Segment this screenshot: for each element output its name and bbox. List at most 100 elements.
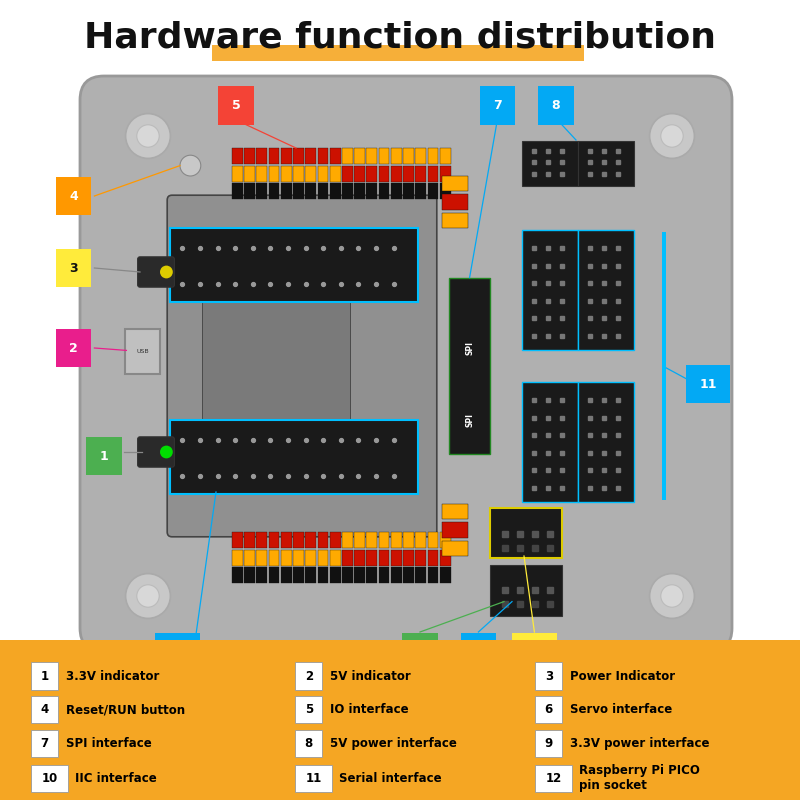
Bar: [391, 550, 402, 566]
Bar: [318, 532, 328, 548]
Bar: [318, 166, 328, 182]
Bar: [378, 183, 390, 199]
Bar: [330, 166, 341, 182]
Bar: [378, 148, 390, 164]
Bar: [281, 166, 292, 182]
Bar: [662, 232, 666, 500]
FancyBboxPatch shape: [155, 633, 200, 671]
Bar: [257, 148, 267, 164]
Circle shape: [137, 125, 159, 147]
Bar: [391, 532, 402, 548]
FancyBboxPatch shape: [31, 765, 68, 792]
Bar: [378, 166, 390, 182]
FancyBboxPatch shape: [31, 662, 58, 690]
FancyBboxPatch shape: [295, 696, 322, 723]
Text: 3.3V power interface: 3.3V power interface: [570, 737, 709, 750]
Bar: [442, 541, 468, 556]
FancyBboxPatch shape: [535, 662, 562, 690]
Bar: [281, 567, 292, 583]
Bar: [257, 567, 267, 583]
FancyBboxPatch shape: [538, 86, 574, 125]
Text: SPI: SPI: [465, 413, 474, 427]
Text: 3: 3: [70, 262, 78, 274]
Bar: [244, 148, 255, 164]
Bar: [257, 550, 267, 566]
Text: 6: 6: [545, 703, 553, 716]
FancyBboxPatch shape: [578, 230, 634, 350]
Bar: [415, 183, 426, 199]
Bar: [354, 166, 365, 182]
Text: 11: 11: [699, 378, 717, 390]
Bar: [232, 567, 242, 583]
Bar: [391, 166, 402, 182]
Bar: [232, 532, 242, 548]
Circle shape: [650, 574, 694, 618]
FancyBboxPatch shape: [512, 633, 557, 671]
Bar: [306, 532, 316, 548]
Text: SPI interface: SPI interface: [66, 737, 151, 750]
FancyBboxPatch shape: [522, 230, 578, 350]
Bar: [318, 550, 328, 566]
Text: 2: 2: [70, 342, 78, 354]
Text: IIC interface: IIC interface: [75, 772, 157, 785]
FancyBboxPatch shape: [202, 286, 350, 466]
Bar: [391, 567, 402, 583]
Bar: [391, 148, 402, 164]
Bar: [378, 550, 390, 566]
FancyBboxPatch shape: [402, 633, 438, 671]
Text: 5V indicator: 5V indicator: [330, 670, 410, 682]
Bar: [354, 532, 365, 548]
Text: 8: 8: [305, 737, 313, 750]
Bar: [269, 567, 279, 583]
FancyBboxPatch shape: [686, 365, 730, 403]
Text: 12: 12: [169, 646, 186, 658]
FancyBboxPatch shape: [125, 329, 160, 374]
FancyBboxPatch shape: [490, 565, 562, 616]
FancyBboxPatch shape: [449, 278, 490, 454]
Bar: [378, 532, 390, 548]
Bar: [269, 183, 279, 199]
FancyBboxPatch shape: [218, 86, 254, 125]
Text: 11: 11: [306, 772, 322, 785]
Bar: [318, 148, 328, 164]
Text: 7: 7: [41, 737, 49, 750]
Bar: [244, 567, 255, 583]
Bar: [442, 213, 468, 228]
FancyBboxPatch shape: [212, 45, 584, 61]
Bar: [269, 148, 279, 164]
Text: 1: 1: [41, 670, 49, 682]
Bar: [415, 550, 426, 566]
Bar: [391, 183, 402, 199]
Bar: [293, 183, 304, 199]
Text: 10: 10: [42, 772, 58, 785]
Bar: [427, 532, 438, 548]
Circle shape: [650, 114, 694, 158]
Bar: [330, 532, 341, 548]
FancyBboxPatch shape: [535, 730, 562, 757]
Circle shape: [661, 585, 683, 607]
Bar: [440, 183, 450, 199]
Bar: [403, 148, 414, 164]
Bar: [403, 567, 414, 583]
Bar: [330, 148, 341, 164]
Bar: [330, 567, 341, 583]
Bar: [269, 166, 279, 182]
FancyBboxPatch shape: [578, 141, 634, 186]
Bar: [415, 148, 426, 164]
FancyBboxPatch shape: [170, 420, 418, 494]
FancyBboxPatch shape: [522, 382, 578, 502]
FancyBboxPatch shape: [138, 437, 174, 467]
Bar: [306, 148, 316, 164]
Text: 9: 9: [545, 737, 553, 750]
Bar: [342, 166, 353, 182]
Text: Power Indicator: Power Indicator: [570, 670, 674, 682]
FancyBboxPatch shape: [138, 257, 174, 287]
Bar: [427, 567, 438, 583]
FancyBboxPatch shape: [167, 195, 437, 537]
FancyBboxPatch shape: [0, 640, 800, 800]
Bar: [342, 532, 353, 548]
Text: Hardware function distribution: Hardware function distribution: [84, 21, 716, 54]
Bar: [366, 532, 378, 548]
FancyBboxPatch shape: [535, 765, 572, 792]
FancyBboxPatch shape: [295, 730, 322, 757]
